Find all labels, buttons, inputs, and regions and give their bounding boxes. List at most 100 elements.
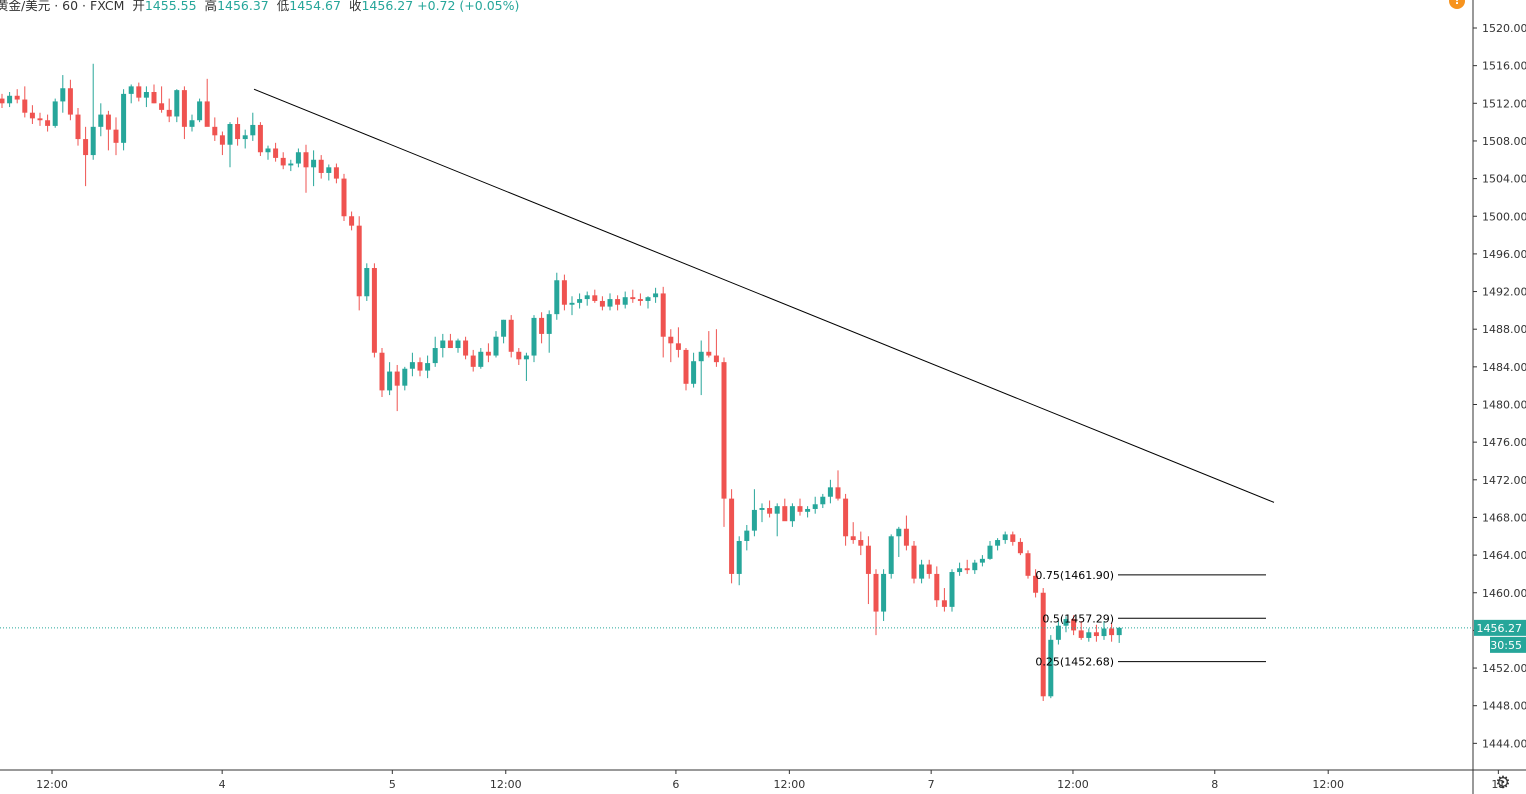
candle-body bbox=[782, 506, 788, 522]
trendline[interactable] bbox=[253, 88, 1275, 503]
candle bbox=[926, 559, 932, 579]
candle bbox=[166, 98, 172, 123]
candle-body bbox=[1093, 632, 1099, 637]
candle bbox=[979, 555, 985, 567]
candle-body bbox=[83, 139, 89, 156]
candle bbox=[341, 173, 347, 221]
candle bbox=[394, 364, 400, 412]
candle-body bbox=[1055, 625, 1061, 640]
candle-body bbox=[607, 299, 613, 307]
candle bbox=[105, 110, 111, 151]
x-tick-label: 12:00 bbox=[1057, 778, 1089, 791]
candle-body bbox=[964, 568, 970, 571]
candle-body bbox=[1048, 639, 1054, 697]
candle bbox=[318, 155, 324, 179]
candle bbox=[257, 122, 263, 157]
candle bbox=[440, 333, 446, 358]
candle-body bbox=[546, 314, 552, 334]
candle-body bbox=[903, 528, 909, 546]
candle bbox=[516, 348, 522, 365]
candle bbox=[873, 569, 879, 636]
candle bbox=[121, 89, 127, 151]
candle bbox=[447, 333, 453, 349]
candle bbox=[364, 263, 370, 301]
candle-body bbox=[934, 573, 940, 601]
candle-body bbox=[698, 351, 704, 362]
candle-body bbox=[1101, 628, 1107, 637]
candle-body bbox=[151, 92, 157, 104]
candle bbox=[827, 479, 833, 504]
candle-body bbox=[888, 536, 894, 574]
alert-icon[interactable]: ! bbox=[1449, 0, 1465, 9]
candle bbox=[698, 340, 704, 396]
candle bbox=[523, 352, 529, 381]
candle-body bbox=[896, 528, 902, 537]
fibonacci-levels[interactable]: 0.75(1461.90) 0.5(1457.29) 0.25(1452.68) bbox=[1035, 569, 1266, 669]
candle-body bbox=[478, 351, 484, 367]
candle-body bbox=[128, 86, 134, 94]
candle bbox=[242, 129, 248, 149]
candle bbox=[159, 86, 165, 113]
candle bbox=[820, 493, 826, 509]
candle bbox=[174, 89, 180, 123]
candle-body bbox=[881, 573, 887, 612]
x-tick-label: 4 bbox=[219, 778, 226, 791]
candle bbox=[584, 291, 590, 306]
candle-body bbox=[29, 112, 35, 119]
candle bbox=[1025, 550, 1031, 579]
candle bbox=[630, 289, 636, 303]
low-label: 低 bbox=[276, 0, 290, 13]
candle-body bbox=[820, 496, 826, 505]
candle-body bbox=[60, 88, 66, 102]
candle-body bbox=[858, 540, 864, 546]
candle-body bbox=[14, 95, 20, 100]
candle bbox=[683, 348, 689, 391]
candle-body bbox=[843, 498, 849, 537]
candle bbox=[303, 144, 309, 193]
candle bbox=[151, 84, 157, 104]
candle-body bbox=[463, 340, 469, 356]
candle bbox=[204, 78, 210, 127]
candle bbox=[812, 496, 818, 514]
candle-body bbox=[873, 573, 879, 612]
candle-body bbox=[721, 362, 727, 499]
candle-body bbox=[113, 129, 119, 143]
y-tick-label: 1464.00 bbox=[1482, 549, 1526, 562]
candle bbox=[409, 352, 415, 377]
x-tick-label: 12:00 bbox=[774, 778, 806, 791]
candle bbox=[463, 336, 469, 360]
close-label: 收 bbox=[348, 0, 362, 13]
candle-body bbox=[341, 178, 347, 217]
candle bbox=[349, 211, 355, 231]
candle bbox=[972, 559, 978, 574]
candle-body bbox=[7, 95, 13, 104]
candle-body bbox=[706, 351, 712, 356]
candle bbox=[858, 531, 864, 556]
candle-body bbox=[242, 135, 248, 140]
gear-icon[interactable]: ⚙ bbox=[1495, 773, 1511, 793]
candle-body bbox=[531, 317, 537, 356]
candle-body bbox=[37, 118, 43, 121]
candle-body bbox=[52, 101, 58, 126]
candle-body bbox=[835, 487, 841, 499]
candle-body bbox=[227, 124, 233, 145]
candle bbox=[219, 131, 225, 156]
candle-body bbox=[1109, 628, 1115, 636]
candle-body bbox=[1002, 534, 1008, 541]
candle bbox=[637, 293, 643, 306]
candle-body bbox=[736, 540, 742, 574]
candle-body bbox=[387, 371, 393, 391]
candle-body bbox=[280, 157, 286, 166]
candle-body bbox=[797, 506, 803, 512]
candle-body bbox=[402, 368, 408, 386]
candle bbox=[181, 86, 187, 140]
candle bbox=[29, 105, 35, 125]
candle bbox=[881, 569, 887, 621]
candle bbox=[75, 108, 81, 146]
candle bbox=[288, 159, 294, 172]
candle bbox=[371, 263, 377, 358]
candle-body bbox=[90, 126, 96, 156]
candle bbox=[767, 500, 773, 518]
candle bbox=[45, 114, 51, 132]
